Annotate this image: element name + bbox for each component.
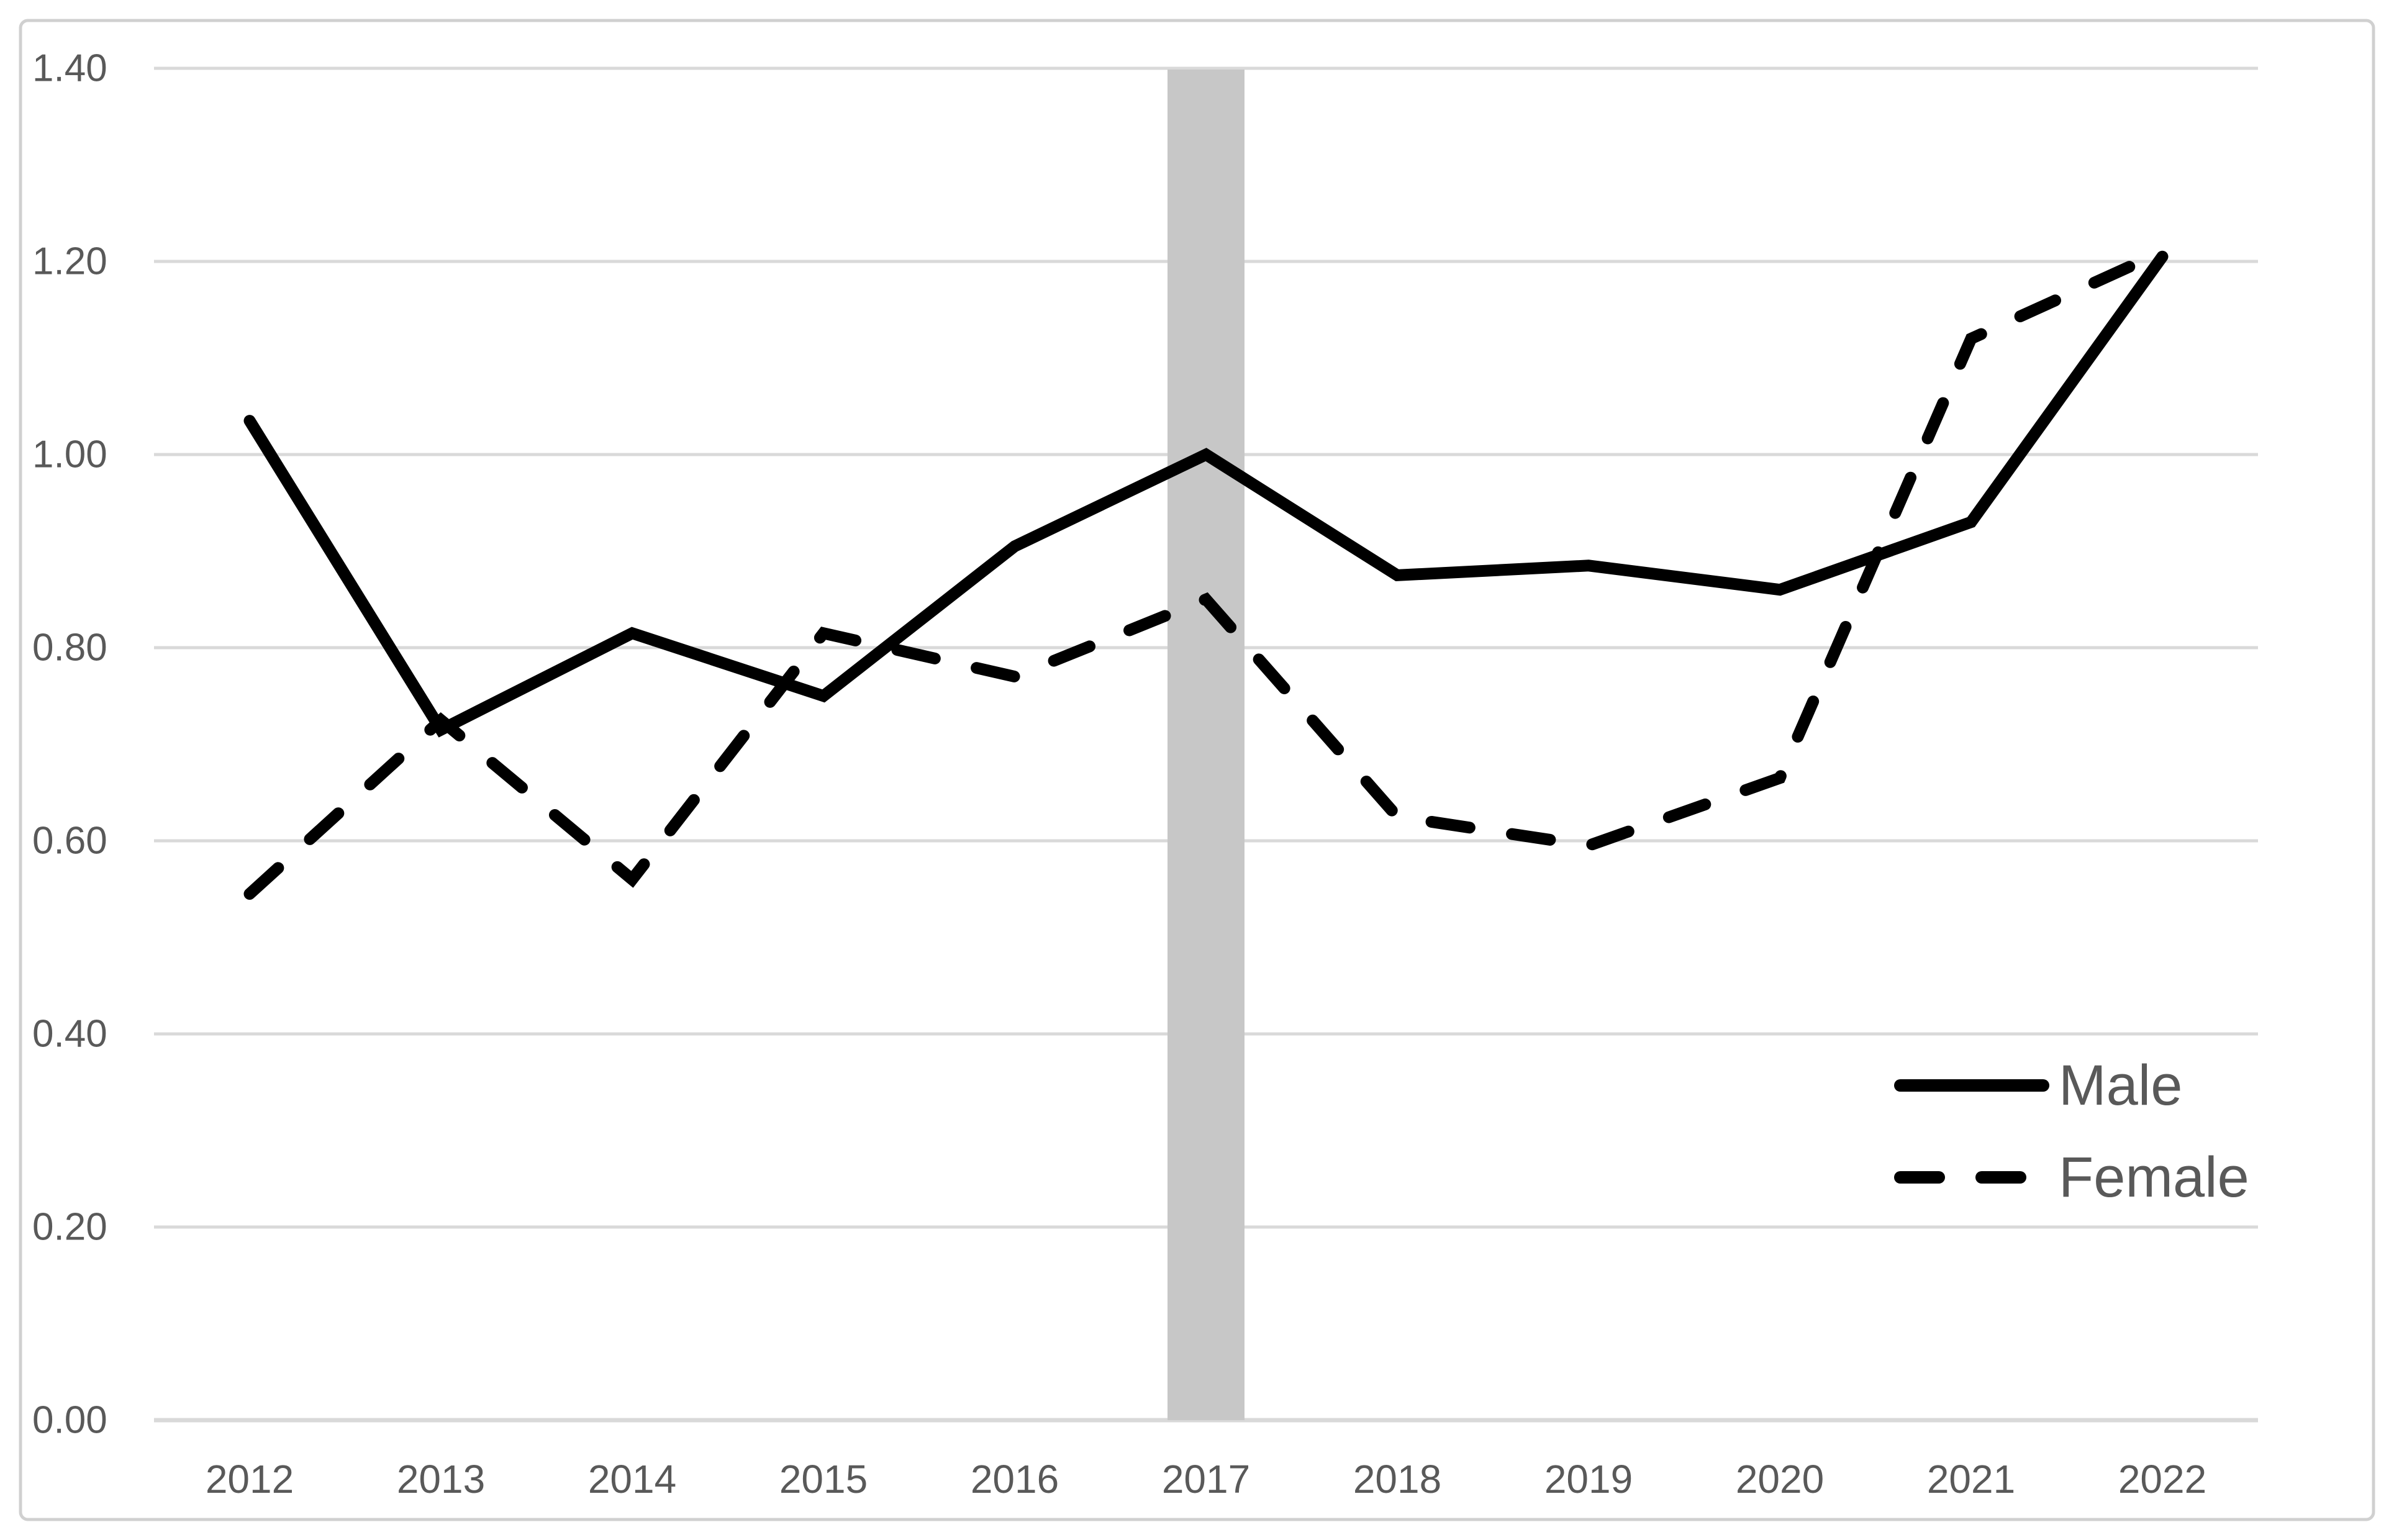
x-tick-label-2016: 2016 <box>971 1457 1059 1502</box>
x-tick-label-2015: 2015 <box>779 1457 868 1502</box>
y-tick-label-0.20: 0.20 <box>32 1206 107 1249</box>
y-tick-label-1.00: 1.00 <box>32 433 107 476</box>
x-tick-label-2020: 2020 <box>1736 1457 1824 1502</box>
x-tick-label-2021: 2021 <box>1927 1457 2015 1502</box>
y-tick-label-0.80: 0.80 <box>32 627 107 669</box>
y-tick-label-0.40: 0.40 <box>32 1013 107 1056</box>
female-series-line <box>243 245 2169 900</box>
x-tick-label-2012: 2012 <box>206 1457 294 1502</box>
x-tick-label-2014: 2014 <box>588 1457 676 1502</box>
y-tick-label-1.20: 1.20 <box>32 240 107 283</box>
x-tick-label-2018: 2018 <box>1353 1457 1441 1502</box>
male-series-line <box>243 250 2169 738</box>
legend-label-female: Female <box>2059 1146 2249 1209</box>
y-tick-label-1.40: 1.40 <box>32 47 107 90</box>
x-tick-label-2022: 2022 <box>2118 1457 2206 1502</box>
legend-label-male: Male <box>2059 1054 2182 1117</box>
highlight-band-2017 <box>1168 70 1245 1420</box>
x-tick-label-2017: 2017 <box>1162 1457 1250 1502</box>
y-tick-label-0.60: 0.60 <box>32 820 107 863</box>
y-tick-label-0.00: 0.00 <box>32 1399 107 1442</box>
x-tick-label-2019: 2019 <box>1544 1457 1633 1502</box>
x-tick-label-2013: 2013 <box>397 1457 485 1502</box>
